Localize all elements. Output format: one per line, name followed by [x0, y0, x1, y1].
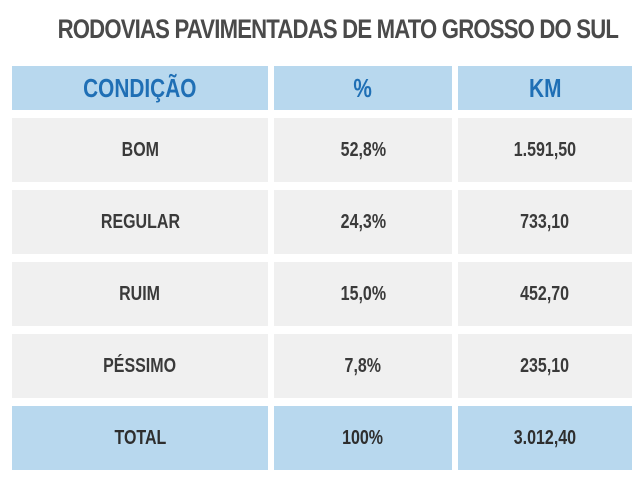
column-header-km: KM: [458, 66, 632, 110]
cell-text: 15,0%: [340, 282, 386, 305]
table-cell-km: 733,10: [458, 190, 632, 254]
cell-text: 100%: [342, 426, 384, 449]
total-cell-condition: TOTAL: [12, 406, 268, 470]
cell-text: 52,8%: [340, 138, 386, 161]
total-cell-km: 3.012,40: [458, 406, 632, 470]
table-cell-percent: 52,8%: [274, 118, 452, 182]
table-cell-percent: 24,3%: [274, 190, 452, 254]
column-header-label: %: [353, 72, 373, 103]
table-cell-percent: 7,8%: [274, 334, 452, 398]
column-header-condicao: CONDIÇÃO: [12, 66, 268, 110]
cell-text: 3.012,40: [513, 426, 577, 449]
column-header-percent: %: [274, 66, 452, 110]
cell-text: 733,10: [520, 210, 570, 233]
cell-text: PÉSSIMO: [103, 354, 177, 377]
table-cell-km: 1.591,50: [458, 118, 632, 182]
cell-text: REGULAR: [100, 210, 180, 233]
table-cell-percent: 15,0%: [274, 262, 452, 326]
table-cell-condition: REGULAR: [12, 190, 268, 254]
road-condition-table: CONDIÇÃO % KM BOM 52,8% 1.591,50 REGULAR…: [12, 66, 632, 470]
cell-text: 7,8%: [344, 354, 382, 377]
column-header-label: KM: [528, 72, 562, 103]
column-header-label: CONDIÇÃO: [83, 72, 197, 103]
total-cell-percent: 100%: [274, 406, 452, 470]
table-cell-km: 452,70: [458, 262, 632, 326]
table-cell-km: 235,10: [458, 334, 632, 398]
table-cell-condition: RUIM: [12, 262, 268, 326]
table-cell-condition: BOM: [12, 118, 268, 182]
cell-text: BOM: [121, 138, 159, 161]
table-cell-condition: PÉSSIMO: [12, 334, 268, 398]
cell-text: 452,70: [520, 282, 570, 305]
cell-text: 24,3%: [340, 210, 386, 233]
cell-text: 235,10: [520, 354, 570, 377]
cell-text: RUIM: [119, 282, 161, 305]
cell-text: 1.591,50: [513, 138, 577, 161]
cell-text: TOTAL: [114, 426, 166, 449]
table-title: RODOVIAS PAVIMENTADAS DE MATO GROSSO DO …: [57, 14, 619, 44]
